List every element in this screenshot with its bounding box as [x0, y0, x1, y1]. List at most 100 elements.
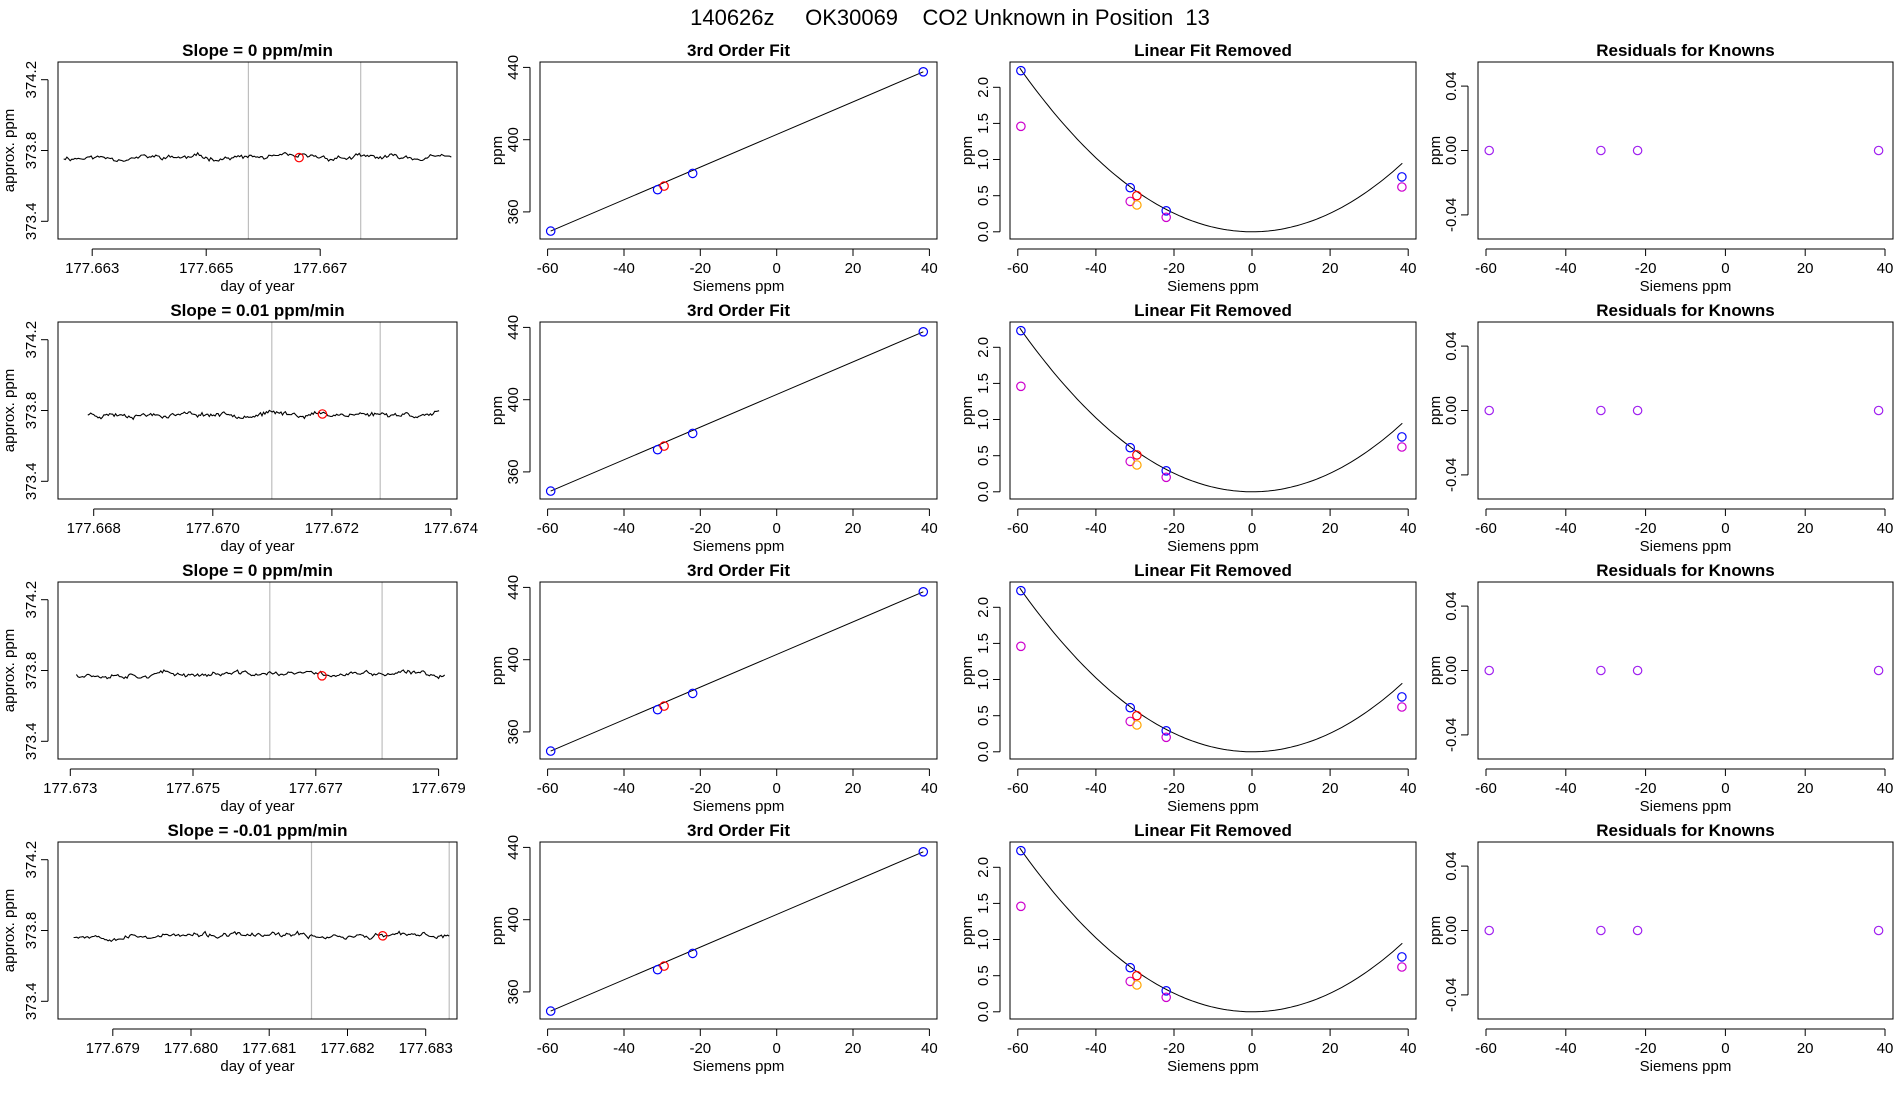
data-point-blue	[687, 688, 698, 699]
data-point-purple	[1484, 405, 1494, 416]
plot-frame	[57, 321, 458, 500]
figure-title: 140626z OK30069 CO2 Unknown in Position …	[690, 5, 1210, 30]
panel-time-row2: Slope = 0.01 ppm/min 177.668 177.670 177.67…	[1, 301, 478, 555]
x-tick-label: -60	[1475, 520, 1497, 537]
y-tick-label: 373.4	[23, 463, 40, 501]
data-point-marker	[317, 670, 327, 681]
plot-frame	[539, 321, 938, 500]
x-axis-label: Siemens ppm	[1167, 798, 1259, 815]
x-tick-label: 0	[773, 780, 781, 797]
chart-title: Linear Fit Removed	[1134, 301, 1292, 320]
y-tick-label: 400	[505, 127, 522, 152]
plot-frame	[1009, 841, 1417, 1020]
x-axis-label: day of year	[220, 278, 294, 295]
y-tick-label: -0.04	[1443, 458, 1460, 492]
data-point-magenta	[1397, 182, 1407, 192]
data-point-purple	[1632, 925, 1643, 936]
x-tick-label: 20	[1322, 780, 1339, 797]
data-point-blue	[1125, 182, 1135, 193]
y-tick-label: 360	[505, 459, 522, 484]
fit-line	[550, 851, 924, 1012]
chart-title: Linear Fit Removed	[1134, 821, 1292, 840]
panel-fit-row2: 3rd Order Fit -60 -40 -20 0 20 40 Siemens ppm 36…	[489, 301, 938, 555]
x-tick-label: 177.681	[242, 1040, 296, 1057]
y-tick-label: 373.4	[23, 723, 40, 761]
data-point-blue	[918, 586, 929, 597]
x-tick-label: -60	[537, 1040, 559, 1057]
y-axis-label: ppm	[1427, 916, 1444, 945]
x-tick-label: -20	[1163, 260, 1185, 277]
data-point-blue	[1161, 985, 1171, 996]
y-tick-label: 374.2	[23, 61, 40, 99]
y-tick-label: 0.5	[975, 185, 992, 206]
data-point-orange	[1132, 200, 1142, 210]
data-point-marker	[377, 930, 388, 941]
x-tick-label: 177.667	[293, 260, 347, 277]
data-point-orange	[1132, 720, 1142, 730]
y-tick-label: 373.8	[23, 652, 40, 690]
y-tick-label: 1.0	[975, 929, 992, 950]
x-axis-label: Siemens ppm	[693, 538, 785, 555]
x-tick-label: 0	[1248, 1040, 1256, 1057]
y-tick-label: 373.8	[23, 392, 40, 430]
data-point-purple	[1484, 665, 1494, 676]
x-tick-label: 20	[1322, 520, 1339, 537]
x-tick-label: 20	[1797, 520, 1814, 537]
panel-time-row3: Slope = 0 ppm/min 177.673 177.675 177.677 17…	[1, 561, 466, 815]
y-tick-label: 1.5	[975, 633, 992, 654]
y-tick-label: 1.5	[975, 113, 992, 134]
x-tick-label: 20	[1322, 1040, 1339, 1057]
panel-time-row1: Slope = 0 ppm/min 177.663 177.665 177.667da…	[1, 41, 458, 295]
plot-frame	[57, 61, 458, 240]
plot-frame	[57, 581, 458, 760]
y-tick-label: 1.5	[975, 893, 992, 914]
panel-resid-row3: Residuals for Knowns -60 -40 -20 0 20 40 Siemen…	[1427, 561, 1894, 815]
x-tick-label: 0	[773, 1040, 781, 1057]
y-tick-label: 1.0	[975, 669, 992, 690]
x-tick-label: 20	[1797, 780, 1814, 797]
y-axis-label: ppm	[489, 916, 506, 945]
x-tick-label: 0	[1248, 780, 1256, 797]
x-tick-label: -20	[689, 260, 711, 277]
data-point-purple	[1873, 925, 1884, 936]
x-axis-label: day of year	[220, 1058, 294, 1075]
y-tick-label: 374.2	[23, 321, 40, 359]
x-tick-label: 40	[1400, 780, 1417, 797]
data-point-marker	[294, 152, 304, 163]
x-tick-label: -60	[537, 780, 559, 797]
data-point-red	[659, 701, 669, 711]
data-point-blue	[545, 746, 556, 756]
series-line-trace	[75, 669, 446, 680]
panel-fit-row1: 3rd Order Fit -60 -40 -20 0 20 40 Siemens ppm 36…	[489, 41, 938, 295]
panel-linrem-row2: Linear Fit Removed -60 -40 -20 0 20 40 Siemens …	[959, 301, 1417, 555]
y-tick-label: 1.0	[975, 409, 992, 430]
chart-title: 3rd Order Fit	[687, 301, 790, 320]
x-axis-label: Siemens ppm	[693, 798, 785, 815]
data-point-blue	[687, 168, 698, 179]
y-tick-label: 0.5	[975, 705, 992, 726]
x-tick-label: -40	[1085, 780, 1107, 797]
chart-title: Residuals for Knowns	[1596, 821, 1775, 840]
x-tick-label: 0	[1721, 520, 1729, 537]
y-tick-label: 0.0	[975, 1001, 992, 1022]
x-tick-label: 0	[1721, 780, 1729, 797]
plot-frame	[1009, 61, 1417, 240]
x-tick-label: -60	[537, 260, 559, 277]
y-tick-label: 374.2	[23, 841, 40, 879]
y-tick-label: 0.00	[1443, 136, 1460, 165]
x-tick-label: -60	[1475, 1040, 1497, 1057]
y-axis-label: approx. ppm	[1, 109, 18, 192]
data-point-blue	[1125, 442, 1135, 453]
y-tick-label: 0.04	[1443, 71, 1460, 100]
x-tick-label: -60	[1475, 260, 1497, 277]
data-point-marker	[317, 409, 328, 419]
y-tick-label: 0.04	[1443, 591, 1460, 620]
x-tick-label: 40	[1400, 1040, 1417, 1057]
y-axis-label: approx. ppm	[1, 889, 18, 972]
series-line-trace	[73, 930, 450, 943]
data-point-red	[1132, 450, 1142, 460]
data-point-blue	[1016, 845, 1026, 856]
x-tick-label: 0	[1721, 260, 1729, 277]
data-point-magenta	[1397, 962, 1407, 972]
